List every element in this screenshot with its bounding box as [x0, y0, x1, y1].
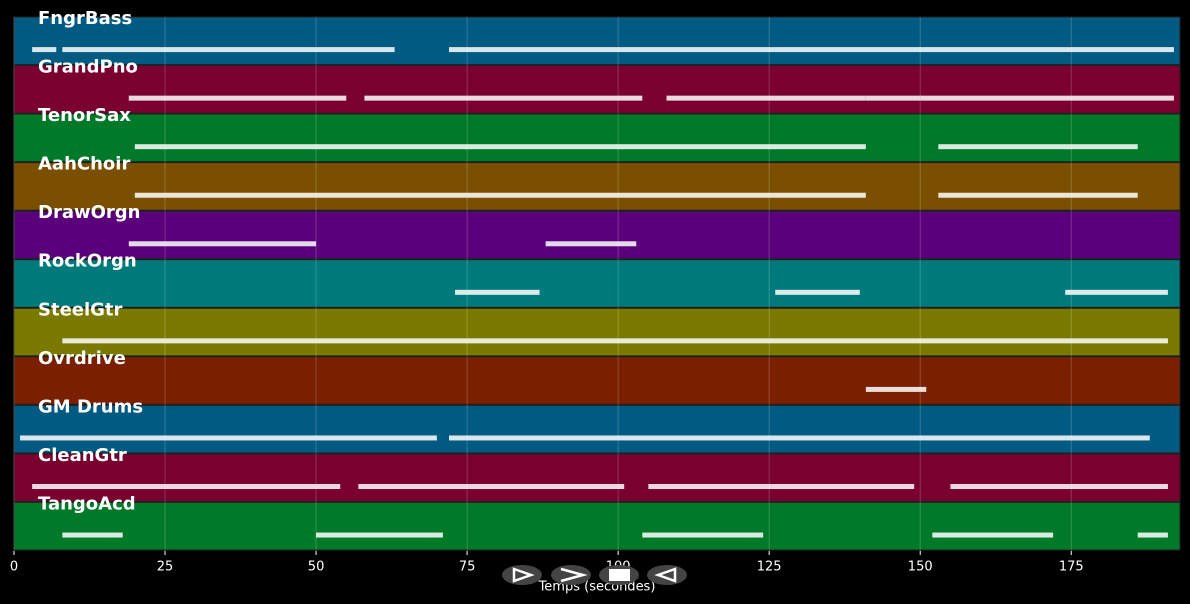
track-name: CleanGtr — [38, 445, 127, 466]
play-button[interactable] — [502, 565, 542, 585]
track-name: Ovrdrive — [38, 348, 126, 369]
track-row — [13, 259, 1181, 308]
note-span — [62, 338, 1168, 344]
note-span — [642, 532, 764, 538]
track-name: FngrBass — [38, 8, 132, 29]
track-name: DrawOrgn — [38, 202, 140, 223]
note-span — [775, 289, 860, 295]
stop-button[interactable] — [599, 565, 639, 585]
track-row — [13, 210, 1181, 260]
note-span — [358, 484, 625, 490]
note-span — [938, 144, 1138, 150]
track-row — [13, 501, 1181, 551]
x-tick-label: 125 — [757, 560, 782, 575]
note-span — [648, 484, 915, 490]
note-span — [364, 95, 643, 101]
note-span — [128, 241, 317, 247]
track-name: TangoAcd — [38, 493, 136, 514]
track-row — [13, 16, 1181, 66]
x-tick-label: 50 — [308, 560, 325, 575]
note-span — [448, 435, 1150, 441]
x-tick-label: 25 — [157, 560, 174, 575]
note-span — [316, 532, 443, 538]
note-span — [128, 95, 317, 101]
note-span — [134, 192, 866, 198]
x-tick-label: 75 — [459, 560, 476, 575]
track-row — [13, 307, 1181, 357]
note-span — [1137, 532, 1168, 538]
track-name: RockOrgn — [38, 251, 137, 272]
track-row — [13, 404, 1181, 454]
track-name: AahChoir — [38, 154, 130, 175]
note-span — [20, 435, 437, 441]
track-name: TenorSax — [38, 105, 131, 126]
back-button[interactable] — [647, 565, 687, 585]
note-span — [62, 47, 395, 53]
track-row — [13, 356, 1181, 405]
note-span — [62, 532, 123, 538]
x-tick-label: 0 — [10, 560, 18, 575]
tracks: FngrBass GrandPno TenorSax AahChoir DrawOrgn… — [13, 8, 1181, 551]
note-span — [545, 241, 637, 247]
x-tick-label: 150 — [908, 560, 933, 575]
track-name: GrandPno — [38, 57, 138, 78]
note-span — [316, 95, 347, 101]
note-span — [920, 95, 1174, 101]
forward-button[interactable] — [551, 565, 591, 585]
track-name: SteelGtr — [38, 299, 123, 320]
note-span — [455, 289, 540, 295]
note-span — [865, 386, 927, 392]
x-tick-label: 175 — [1059, 560, 1084, 575]
track-row — [13, 453, 1181, 502]
note-span — [950, 484, 1168, 490]
playback-controls — [502, 565, 687, 585]
note-span — [666, 95, 866, 101]
note-span — [1065, 289, 1168, 295]
track-name: GM Drums — [38, 396, 143, 417]
note-span — [938, 192, 1138, 198]
note-span — [448, 47, 1174, 53]
track-row — [13, 162, 1181, 211]
track-row — [13, 113, 1181, 163]
note-span — [32, 47, 57, 53]
note-span — [32, 484, 341, 490]
x-axis-label: Temps (secondes) — [538, 580, 656, 595]
note-span — [134, 144, 866, 150]
note-span — [932, 532, 1054, 538]
note-span — [865, 95, 921, 101]
track-row — [13, 65, 1181, 114]
